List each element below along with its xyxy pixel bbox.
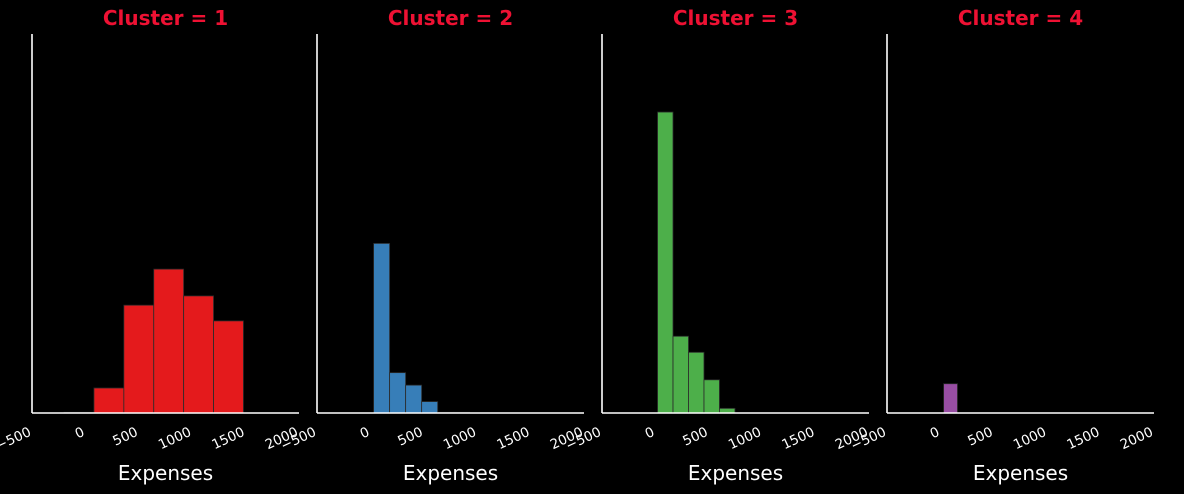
histogram-bar bbox=[405, 384, 423, 414]
x-tick-label: 500 bbox=[110, 424, 140, 449]
x-tick-label: 1500 bbox=[209, 424, 247, 453]
x-tick-label: 1500 bbox=[494, 424, 532, 453]
histogram-bar bbox=[123, 304, 155, 414]
histogram-bar bbox=[153, 268, 185, 414]
histogram-bar bbox=[373, 243, 391, 414]
histogram-bar bbox=[703, 379, 720, 414]
histogram-bar bbox=[657, 111, 674, 414]
x-tick-label: 1500 bbox=[779, 424, 817, 453]
x-tick-label: 1000 bbox=[441, 424, 479, 453]
histogram-bar bbox=[213, 320, 244, 414]
x-tick-label: 0 bbox=[928, 424, 943, 442]
x-tick-label: 0 bbox=[73, 424, 88, 442]
panel-title: Cluster = 1 bbox=[103, 6, 228, 30]
panel-title: Cluster = 4 bbox=[958, 6, 1083, 30]
histogram-bar bbox=[93, 387, 125, 414]
x-tick-label: 2000 bbox=[1118, 424, 1156, 453]
histogram-bar bbox=[389, 372, 407, 414]
x-tick-label: 1000 bbox=[1011, 424, 1049, 453]
x-axis-label: Expenses bbox=[118, 461, 213, 485]
x-tick-label: 0 bbox=[358, 424, 373, 442]
x-tick-label: 1500 bbox=[1064, 424, 1102, 453]
panel-title: Cluster = 3 bbox=[673, 6, 798, 30]
x-tick-label: 500 bbox=[965, 424, 995, 449]
x-axis-label: Expenses bbox=[973, 461, 1068, 485]
histogram-bar bbox=[421, 401, 439, 414]
histogram-bar bbox=[943, 383, 958, 414]
x-tick-label: 1000 bbox=[726, 424, 764, 453]
x-tick-label: 1000 bbox=[156, 424, 194, 453]
x-tick-label: −500 bbox=[0, 424, 34, 454]
x-axis-label: Expenses bbox=[688, 461, 783, 485]
x-tick-label: 0 bbox=[643, 424, 658, 442]
histogram-bar bbox=[688, 351, 705, 414]
x-tick-label: 500 bbox=[680, 424, 710, 449]
x-tick-label: 500 bbox=[395, 424, 425, 449]
panel-title: Cluster = 2 bbox=[388, 6, 513, 30]
histogram-bar bbox=[183, 295, 214, 414]
x-axis-label: Expenses bbox=[403, 461, 498, 485]
histogram-bar bbox=[672, 335, 689, 414]
